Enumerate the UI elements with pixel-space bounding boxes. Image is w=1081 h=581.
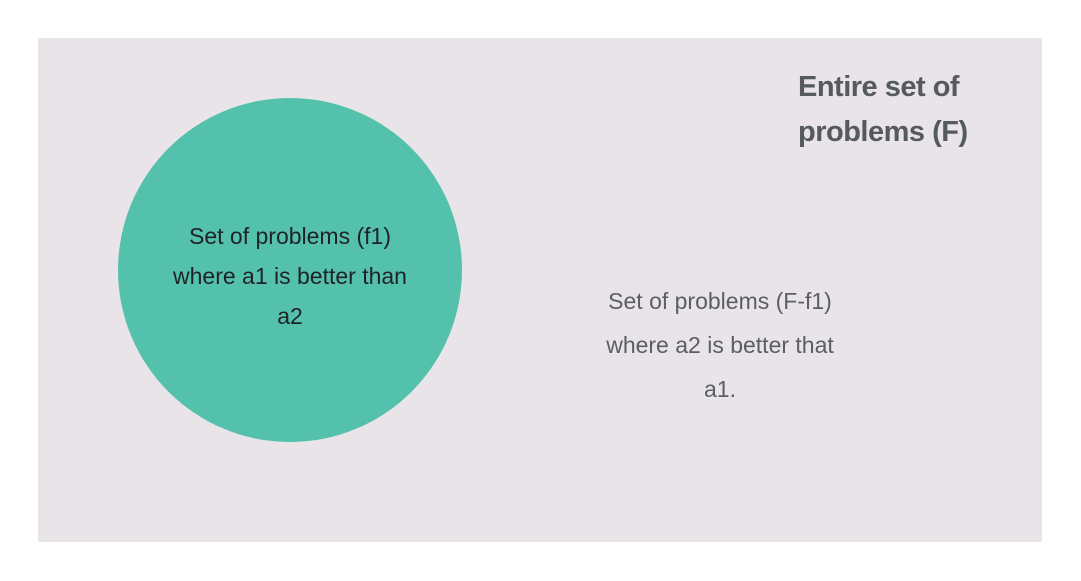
universe-label-line-2: problems (F): [798, 116, 968, 148]
universe-set-panel: Entire set of problems (F) Set of proble…: [38, 38, 1042, 542]
complement-label-line-2: where a2 is better that: [606, 332, 834, 358]
subset-label-line-1: Set of problems (f1): [189, 223, 391, 249]
complement-label-line-1: Set of problems (F-f1): [608, 288, 832, 314]
subset-circle: Set of problems (f1) where a1 is better …: [118, 98, 462, 442]
complement-label-line-3: a1.: [704, 376, 736, 402]
subset-label: Set of problems (f1) where a1 is better …: [118, 216, 462, 336]
subset-label-line-3: a2: [277, 303, 303, 329]
universe-label: Entire set of problems (F): [798, 65, 998, 155]
complement-label: Set of problems (F-f1) where a2 is bette…: [575, 279, 865, 411]
universe-label-line-1: Entire set of: [798, 71, 960, 103]
subset-label-line-2: where a1 is better than: [173, 263, 407, 289]
